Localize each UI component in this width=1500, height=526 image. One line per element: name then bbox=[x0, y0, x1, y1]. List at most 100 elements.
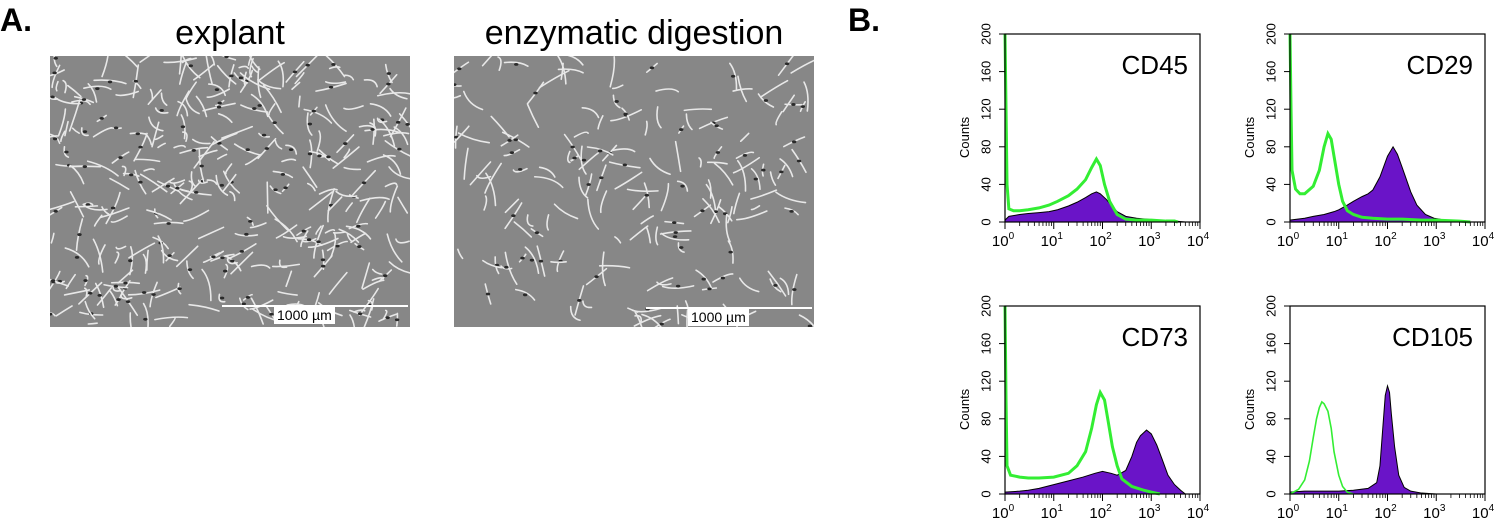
digestion-cell bbox=[580, 145, 587, 175]
y-tick-label: 0 bbox=[978, 490, 993, 497]
digestion-cell bbox=[702, 198, 720, 224]
explant-nucleus bbox=[138, 180, 143, 184]
digestion-cell bbox=[739, 132, 750, 143]
digestion-cell bbox=[614, 236, 622, 244]
explant-cell bbox=[139, 56, 151, 63]
explant-cell bbox=[324, 81, 347, 85]
x-tick-label: 103 bbox=[1138, 503, 1161, 522]
digestion-nucleus bbox=[789, 209, 794, 213]
digestion-cell bbox=[649, 157, 671, 176]
digestion-nucleus bbox=[673, 231, 678, 234]
digestion-cell bbox=[632, 196, 646, 211]
explant-cell bbox=[309, 139, 313, 169]
explant-cell bbox=[115, 90, 139, 97]
digestion-cell bbox=[483, 195, 488, 211]
explant-cell bbox=[68, 99, 81, 132]
digestion-cell bbox=[514, 288, 536, 301]
y-tick-label: 0 bbox=[978, 218, 993, 225]
digestion-cell bbox=[676, 180, 689, 192]
explant-cell bbox=[80, 127, 89, 137]
explant-cell bbox=[369, 103, 392, 117]
explant-nucleus bbox=[311, 109, 316, 113]
explant-nucleus bbox=[229, 74, 234, 78]
explant-cell bbox=[389, 185, 399, 213]
digestion-cell bbox=[707, 179, 712, 199]
y-axis-label: Counts bbox=[957, 116, 972, 158]
explant-cell bbox=[306, 182, 316, 192]
explant-cell bbox=[142, 253, 148, 274]
explant-cell bbox=[345, 225, 372, 240]
explant-nucleus bbox=[82, 165, 88, 169]
explant-nucleus bbox=[316, 240, 321, 244]
explant-cell bbox=[198, 149, 218, 158]
digestion-cell bbox=[732, 156, 761, 174]
explant-nucleus bbox=[180, 125, 186, 129]
explant-nucleus bbox=[385, 316, 390, 320]
explant-nucleus bbox=[238, 76, 244, 80]
digestion-nucleus bbox=[594, 275, 599, 279]
digestion-cell bbox=[570, 155, 579, 162]
explant-cell bbox=[249, 222, 267, 229]
explant-nucleus bbox=[252, 107, 257, 110]
digestion-cell bbox=[674, 140, 682, 173]
explant-cell bbox=[206, 88, 231, 98]
explant-cell bbox=[50, 200, 75, 211]
explant-cell bbox=[218, 293, 226, 303]
explant-cell bbox=[247, 56, 253, 66]
explant-nucleus bbox=[230, 259, 235, 263]
explant-cell bbox=[50, 97, 59, 101]
explant-nucleus bbox=[143, 317, 148, 321]
digestion-nucleus bbox=[672, 235, 678, 239]
digestion-nucleus bbox=[454, 83, 457, 87]
explant-cell bbox=[50, 232, 55, 244]
digestion-cell bbox=[712, 273, 734, 283]
digestion-cell bbox=[760, 79, 789, 98]
explant-nucleus bbox=[191, 149, 196, 152]
explant-cell bbox=[111, 151, 130, 164]
digestion-cell bbox=[538, 166, 556, 178]
explant-cell bbox=[250, 297, 264, 325]
explant-nucleus bbox=[356, 224, 361, 228]
explant-nucleus bbox=[317, 154, 322, 158]
explant-nucleus bbox=[328, 85, 334, 89]
digestion-cell bbox=[556, 56, 567, 85]
digestion-nucleus bbox=[533, 91, 538, 95]
x-tick-label: 101 bbox=[1041, 503, 1064, 522]
x-tick-label: 103 bbox=[1138, 231, 1161, 250]
digestion-cell bbox=[533, 175, 564, 189]
explant-nucleus bbox=[113, 126, 119, 130]
explant-cell bbox=[274, 218, 298, 243]
explant-nucleus bbox=[52, 137, 58, 141]
explant-cell bbox=[114, 251, 120, 264]
explant-cell bbox=[87, 83, 98, 103]
digestion-cell bbox=[779, 277, 790, 296]
histogram-cd105: 0 40 80 120 160 200 Counts 100 101 102 103 104 CD105 bbox=[1242, 295, 1495, 522]
explant-cell bbox=[151, 177, 175, 193]
y-tick-label: 200 bbox=[1263, 295, 1278, 317]
digestion-cell bbox=[655, 88, 680, 93]
explant-nucleus bbox=[95, 87, 100, 91]
digestion-cell bbox=[769, 171, 777, 186]
explant-cell bbox=[112, 285, 122, 292]
explant-cell bbox=[157, 235, 165, 264]
explant-cell bbox=[294, 72, 305, 85]
explant-nucleus bbox=[301, 229, 306, 233]
x-tick-label: 100 bbox=[1277, 231, 1300, 250]
explant-cell bbox=[50, 270, 61, 290]
y-tick-label: 120 bbox=[978, 370, 993, 392]
explant-cell bbox=[93, 79, 127, 85]
explant-cell bbox=[384, 182, 398, 188]
digestion-cell bbox=[750, 204, 761, 211]
y-tick-label: 200 bbox=[1263, 23, 1278, 45]
explant-nucleus bbox=[217, 141, 222, 145]
explant-cell bbox=[271, 263, 301, 268]
explant-nucleus bbox=[394, 318, 400, 322]
digestion-cell bbox=[713, 146, 723, 160]
digestion-nucleus bbox=[622, 163, 628, 167]
explant-cell bbox=[50, 133, 61, 145]
explant-cell bbox=[242, 293, 253, 301]
isotype-histogram bbox=[1288, 33, 1471, 224]
explant-cell bbox=[69, 191, 85, 218]
explant-nucleus bbox=[116, 298, 121, 301]
explant-cell bbox=[298, 95, 301, 108]
